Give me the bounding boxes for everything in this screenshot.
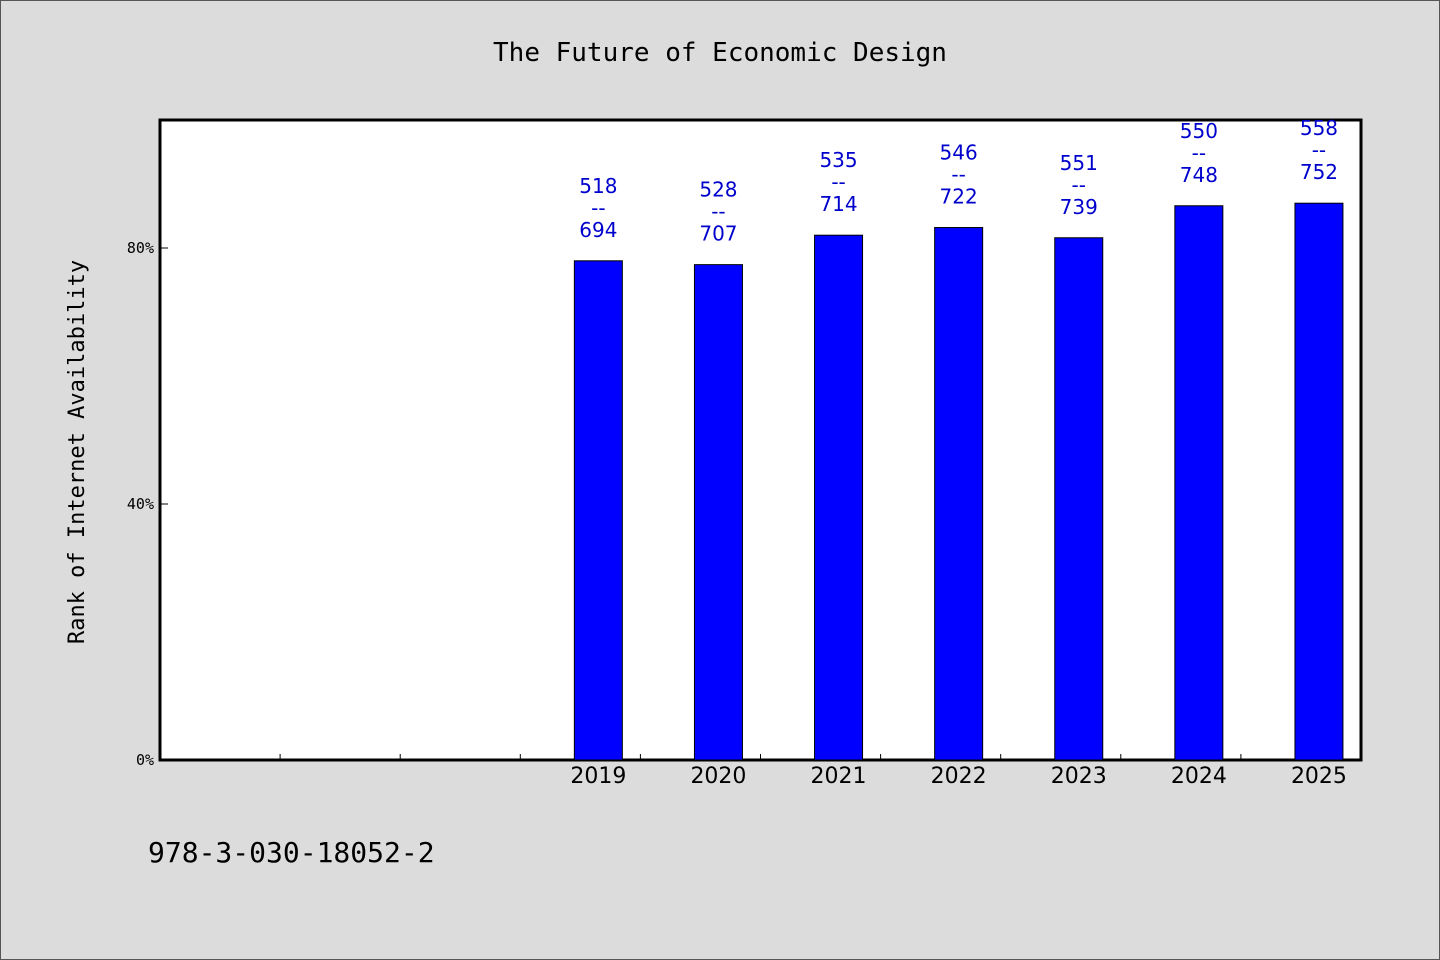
bar (814, 234, 864, 761)
bar-data-label: -- (951, 163, 965, 187)
bar-data-label: -- (831, 170, 845, 194)
bar-data-label: 748 (1180, 163, 1218, 187)
bars-group (573, 202, 1344, 761)
bar-data-label: 722 (940, 185, 978, 209)
bar (1294, 202, 1344, 761)
y-tick-label: 40% (127, 495, 154, 513)
bar-data-label: -- (1192, 141, 1206, 165)
bar-data-label: 550 (1180, 119, 1218, 143)
bar-labels-group: 518--694528--707535--714546--722551--739… (579, 116, 1338, 245)
plot-area (158, 118, 1363, 762)
bar-data-label: 546 (940, 141, 978, 165)
bar (934, 227, 984, 761)
x-ticks-group: 2019 2020 2021 2022 2023 2024 2025 (279, 754, 1347, 789)
bar-data-label: -- (711, 200, 725, 224)
bar (1174, 205, 1224, 761)
bar-data-label: 558 (1300, 116, 1338, 140)
bar (573, 260, 623, 761)
y-axis-label: Rank of Internet Availability (65, 260, 90, 644)
x-tick-label: 2022 (931, 764, 987, 789)
chart-title: The Future of Economic Design (493, 38, 947, 68)
bar-data-label: -- (1072, 173, 1086, 197)
y-ticks-group: 0% 40% 80% (127, 239, 168, 769)
bar-data-label: 528 (699, 178, 737, 202)
bar-data-label: 707 (699, 222, 737, 246)
bar-data-label: 739 (1060, 195, 1098, 219)
bar (1054, 237, 1104, 761)
x-tick-label: 2023 (1051, 764, 1107, 789)
bar-data-label: 752 (1300, 160, 1338, 184)
footer-isbn: 978-3-030-18052-2 (148, 836, 435, 869)
x-tick-label: 2024 (1171, 764, 1227, 789)
bar-data-label: 714 (819, 192, 857, 216)
bar-data-label: 694 (579, 218, 617, 242)
bar-data-label: 535 (819, 148, 857, 172)
bar-data-label: 551 (1060, 151, 1098, 175)
x-tick-label: 2025 (1291, 764, 1347, 789)
bar-data-label: 518 (579, 174, 617, 198)
bar (693, 264, 743, 761)
bar-data-label: -- (591, 196, 605, 220)
y-tick-label: 80% (127, 239, 154, 257)
x-tick-label: 2020 (690, 764, 746, 789)
x-tick-label: 2019 (570, 764, 626, 789)
x-tick-label: 2021 (811, 764, 867, 789)
bar-data-label: -- (1312, 138, 1326, 162)
y-tick-label: 0% (136, 751, 154, 769)
